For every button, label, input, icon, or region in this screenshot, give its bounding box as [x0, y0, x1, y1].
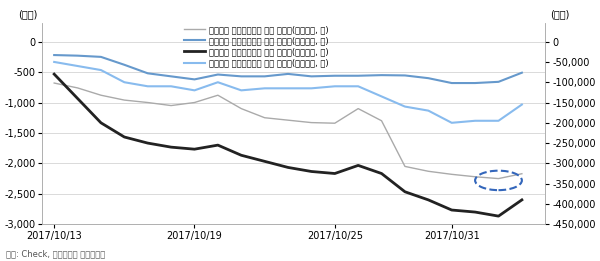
Text: (계약): (계약)	[550, 9, 569, 19]
Text: 자료: Check, 유안타증권 리서치센터: 자료: Check, 유안타증권 리서치센터	[6, 250, 105, 258]
Text: (억원): (억원)	[18, 9, 37, 19]
Legend: 금융투자 주식선물전체 누적 순매수(금액기준, 좌), 연기금통 주식선물전체 누적 순매수(금액기준, 좌), 금융투자 주식선물전체 누적 순매수(계약기: 금융투자 주식선물전체 누적 순매수(금액기준, 좌), 연기금통 주식선물전체…	[182, 23, 331, 69]
